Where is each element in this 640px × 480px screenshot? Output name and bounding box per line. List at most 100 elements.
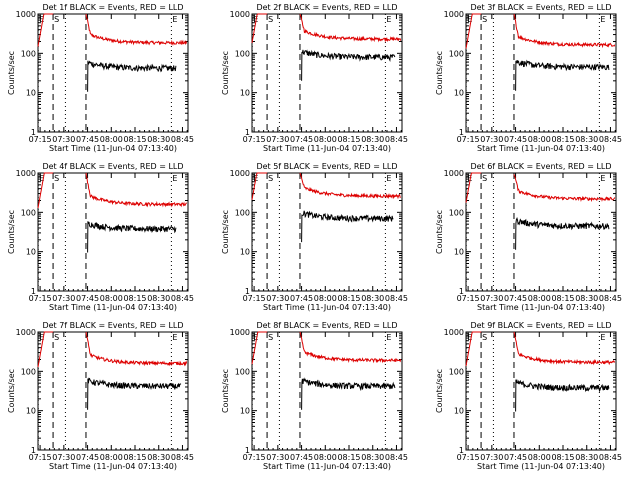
x-axis-label: Start Time (11-Jun-04 07:13:40) [477,462,605,471]
panel-title: Det 4f BLACK = Events, RED = LLD [42,162,183,171]
y-tick-label: 1000 [230,169,250,178]
y-tick-label: 1 [245,287,250,296]
lld-series-early [251,331,268,365]
x-axis-label: Start Time (11-Jun-04 07:13:40) [49,144,177,153]
lld-series-early [251,172,268,200]
x-tick-label: 08:30 [575,294,598,303]
lld-series-main [85,332,188,367]
y-tick-label: 10 [26,89,36,98]
y-tick-label: 10 [454,89,464,98]
x-tick-label: 07:45 [290,135,313,144]
y-axis-label: Counts/sec [435,210,444,254]
y-tick-label: 1 [245,446,250,455]
x-tick-label: 08:45 [599,294,622,303]
time-marker-label: S [482,174,487,183]
x-tick-label: 07:45 [76,135,99,144]
x-tick-label: 07:15 [29,453,52,462]
y-tick-label: 1 [459,446,464,455]
lld-series-main [513,13,616,49]
time-marker-label: S [54,333,59,342]
time-marker-label: E [386,333,391,342]
x-tick-label: 08:45 [171,453,194,462]
y-tick-label: 10 [240,407,250,416]
x-tick-label: 07:30 [480,294,503,303]
x-tick-label: 07:15 [243,135,266,144]
y-axis-label: Counts/sec [7,210,16,254]
events-series [301,210,394,243]
y-tick-label: 10 [26,407,36,416]
chart-panel-2: Det 2f BLACK = Events, RED = LLD 1 10 100 10… [221,3,408,153]
x-tick-label: 07:45 [76,453,99,462]
x-tick-label: 07:30 [266,294,289,303]
y-tick-label: 100 [449,367,464,376]
lld-series-main [299,331,402,364]
x-tick-label: 07:15 [457,294,480,303]
y-tick-label: 1000 [16,328,36,337]
lld-series-early [37,331,54,368]
x-tick-label: 08:15 [551,453,574,462]
time-marker-label: E [600,174,605,183]
panel-title: Det 7f BLACK = Events, RED = LLD [42,321,183,330]
x-tick-label: 07:30 [52,135,75,144]
y-tick-label: 1000 [230,328,250,337]
x-tick-label: 07:30 [52,294,75,303]
y-tick-label: 1 [459,287,464,296]
y-tick-label: 100 [235,208,250,217]
lld-series-early [465,13,482,49]
y-tick-label: 1000 [230,10,250,19]
chart-panel-4: Det 4f BLACK = Events, RED = LLD 1 10 100 10… [7,162,194,312]
x-tick-label: 08:15 [123,453,146,462]
plot-frame [465,172,617,292]
lld-series-early [465,331,482,367]
x-axis-label: Start Time (11-Jun-04 07:13:40) [477,303,605,312]
x-tick-label: 08:30 [361,453,384,462]
x-tick-label: 08:30 [361,294,384,303]
y-tick-label: 100 [21,367,36,376]
time-marker-label: E [39,15,44,24]
x-tick-label: 07:30 [52,453,75,462]
panel-title: Det 2f BLACK = Events, RED = LLD [256,3,397,12]
lld-series-main [85,172,188,208]
x-tick-label: 08:15 [337,453,360,462]
y-tick-label: 1 [245,128,250,137]
y-tick-label: 1 [31,446,36,455]
events-series [515,378,610,412]
chart-panel-9: Det 9f BLACK = Events, RED = LLD 1 10 100 10… [435,321,622,471]
time-marker-label: S [54,15,59,24]
x-tick-label: 08:00 [314,453,337,462]
x-tick-label: 08:00 [528,453,551,462]
y-tick-label: 10 [240,89,250,98]
x-tick-label: 08:45 [599,453,622,462]
plot-frame [37,172,189,292]
events-series [87,221,177,253]
lld-series-early [251,13,268,43]
x-tick-label: 07:30 [266,135,289,144]
chart-panel-1: Det 1f BLACK = Events, RED = LLD 1 10 100 10… [7,3,194,153]
x-tick-label: 08:45 [171,294,194,303]
plot-frame [251,331,403,451]
panel-title: Det 8f BLACK = Events, RED = LLD [256,321,397,330]
x-tick-label: 08:15 [337,135,360,144]
x-axis-label: Start Time (11-Jun-04 07:13:40) [49,303,177,312]
x-tick-label: 08:30 [575,453,598,462]
time-marker-label: E [600,15,605,24]
plot-frame [465,13,617,133]
panel-title: Det 1f BLACK = Events, RED = LLD [42,3,183,12]
x-tick-label: 07:45 [504,453,527,462]
x-tick-label: 08:00 [314,135,337,144]
plot-frame [251,13,403,133]
x-axis-label: Start Time (11-Jun-04 07:13:40) [477,144,605,153]
x-tick-label: 08:00 [100,453,123,462]
time-marker-label: E [172,174,177,183]
events-series [301,49,396,81]
y-axis-label: Counts/sec [221,369,230,413]
x-tick-label: 08:45 [599,135,622,144]
y-tick-label: 10 [240,248,250,257]
y-axis-label: Counts/sec [221,210,230,254]
y-tick-label: 1000 [444,169,464,178]
y-axis-label: Counts/sec [7,369,16,413]
time-marker-label: E [172,15,177,24]
x-tick-label: 07:15 [457,135,480,144]
x-tick-label: 07:15 [243,453,266,462]
lld-series-early [37,172,54,209]
